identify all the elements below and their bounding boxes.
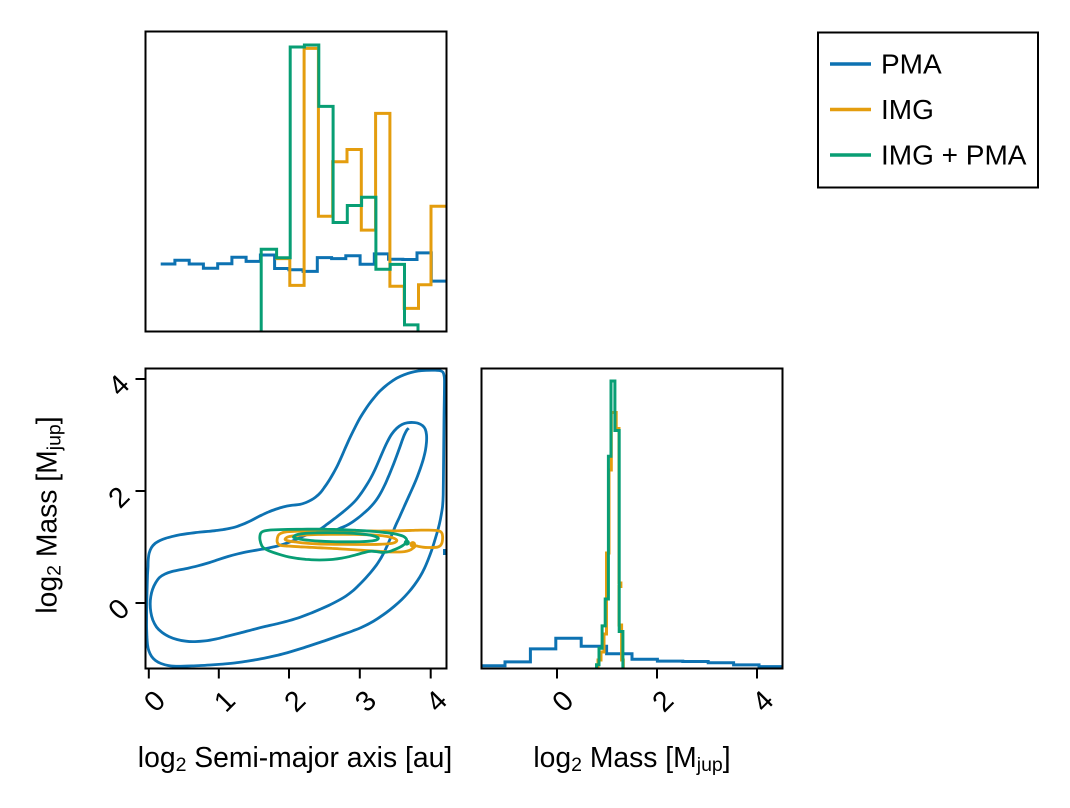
svg-text:PMA: PMA [881,49,942,80]
svg-text:log2 Mass [Mjup]: log2 Mass [Mjup] [31,416,66,613]
svg-text:IMG: IMG [881,94,934,125]
svg-text:log2 Semi-major axis [au]: log2 Semi-major axis [au] [138,741,452,776]
svg-text:IMG + PMA: IMG + PMA [881,140,1027,171]
svg-text:log2 Mass [Mjup]: log2 Mass [Mjup] [533,741,730,776]
